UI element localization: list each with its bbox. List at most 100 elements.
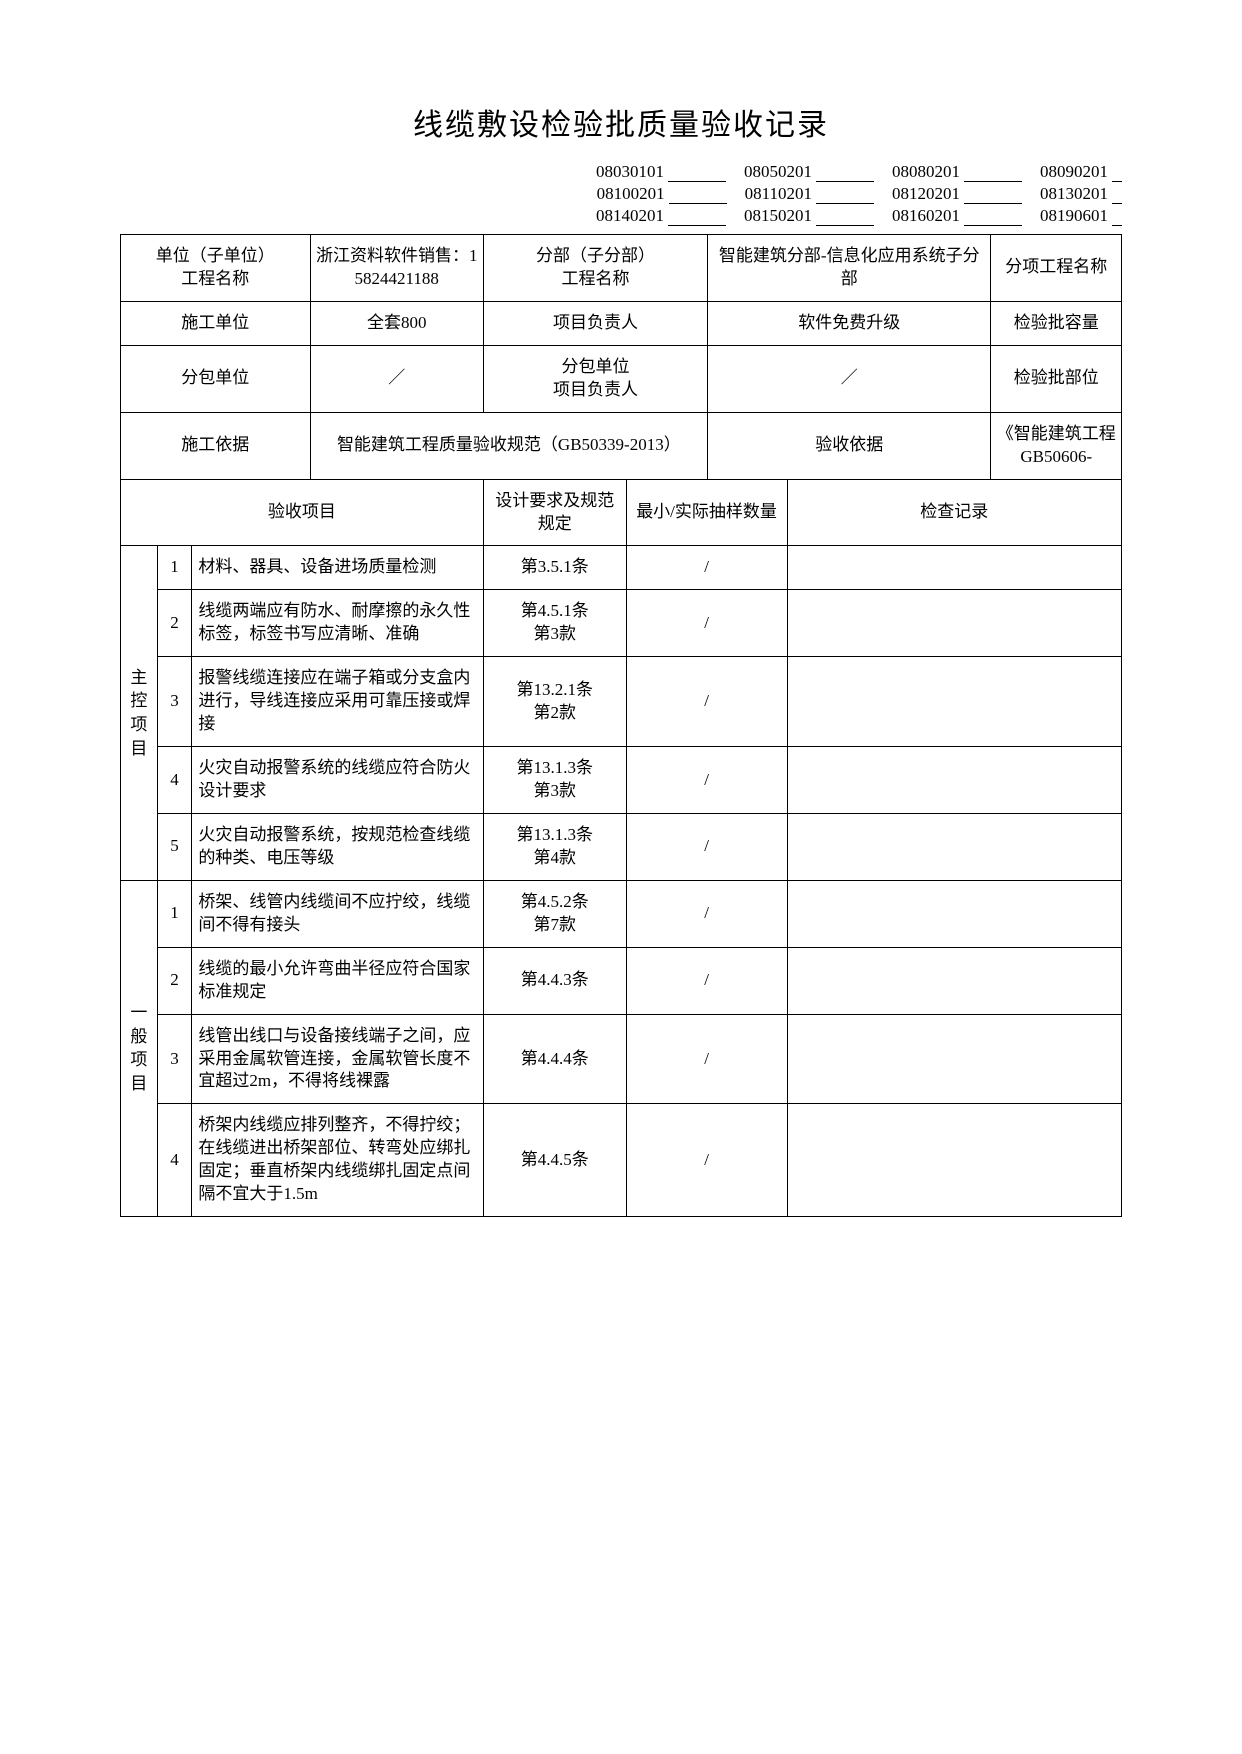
code-blank	[1112, 206, 1122, 226]
item-spec: 第13.1.3条 第3款	[483, 747, 626, 814]
item-num: 5	[157, 813, 192, 880]
item-sample: /	[626, 880, 787, 947]
item-num: 4	[157, 1104, 192, 1217]
group-main: 主控项目	[121, 546, 158, 880]
code-2-1: 08100201	[597, 184, 665, 204]
batch-capacity-label: 检验批容量	[991, 301, 1122, 345]
item-spec: 第4.5.2条 第7款	[483, 880, 626, 947]
item-sample: /	[626, 1104, 787, 1217]
code-row-3: 08140201 08150201 08160201 08190601	[596, 206, 1122, 226]
item-spec: 第4.4.4条	[483, 1014, 626, 1104]
item-desc: 线缆的最小允许弯曲半径应符合国家标准规定	[192, 947, 484, 1014]
code-row-2: 08100201 08110201 08120201 08130201	[597, 184, 1122, 204]
item-sample: /	[626, 1014, 787, 1104]
item-record	[787, 590, 1121, 657]
item-sample: /	[626, 747, 787, 814]
item-spec: 第13.1.3条 第4款	[483, 813, 626, 880]
item-num: 1	[157, 880, 192, 947]
code-3-4: 08190601	[1040, 206, 1108, 226]
item-spec: 第4.5.1条 第3款	[483, 590, 626, 657]
table-row: 3 报警线缆连接应在端子箱或分支盒内进行，导线连接应采用可靠压接或焊接 第13.…	[121, 657, 1122, 747]
col-check-record: 检查记录	[787, 479, 1121, 546]
item-record	[787, 1104, 1121, 1217]
document-title: 线缆敷设检验批质量验收记录	[120, 100, 1122, 144]
construction-basis-value: 智能建筑工程质量验收规范（GB50339-2013）	[310, 412, 707, 479]
subcontract-unit-value: ／	[310, 345, 483, 412]
item-num: 1	[157, 546, 192, 590]
header-row-1: 单位（子单位） 工程名称 浙江资料软件销售：15824421188 分部（子分部…	[121, 235, 1122, 302]
header-row-2: 施工单位 全套800 项目负责人 软件免费升级 检验批容量	[121, 301, 1122, 345]
acceptance-basis-value: 《智能建筑工程 GB50606-	[991, 412, 1122, 479]
project-leader-label: 项目负责人	[483, 301, 707, 345]
item-sample: /	[626, 546, 787, 590]
code-blank	[669, 184, 727, 204]
subdivision-name-value: 智能建筑分部-信息化应用系统子分部	[708, 235, 991, 302]
col-sample-qty: 最小/实际抽样数量	[626, 479, 787, 546]
item-desc: 报警线缆连接应在端子箱或分支盒内进行，导线连接应采用可靠压接或焊接	[192, 657, 484, 747]
subdivision-name-label: 分部（子分部） 工程名称	[483, 235, 707, 302]
item-record	[787, 1014, 1121, 1104]
item-sample: /	[626, 657, 787, 747]
item-desc: 线管出线口与设备接线端子之间，应采用金属软管连接，金属软管长度不宜超过2m，不得…	[192, 1014, 484, 1104]
code-blank	[816, 162, 874, 182]
code-blank	[816, 206, 874, 226]
item-sample: /	[626, 813, 787, 880]
codes-block: 08030101 08050201 08080201 08090201 0810…	[120, 162, 1122, 226]
item-desc: 火灾自动报警系统的线缆应符合防火设计要求	[192, 747, 484, 814]
item-record	[787, 747, 1121, 814]
table-row: 一般项目 1 桥架、线管内线缆间不应拧绞，线缆间不得有接头 第4.5.2条 第7…	[121, 880, 1122, 947]
code-2-2: 08110201	[745, 184, 812, 204]
group-general: 一般项目	[121, 880, 158, 1216]
item-spec: 第13.2.1条 第2款	[483, 657, 626, 747]
subitem-project-name-label: 分项工程名称	[991, 235, 1122, 302]
item-spec: 第4.4.3条	[483, 947, 626, 1014]
item-desc: 火灾自动报警系统，按规范检查线缆的种类、电压等级	[192, 813, 484, 880]
item-record	[787, 947, 1121, 1014]
item-desc: 材料、器具、设备进场质量检测	[192, 546, 484, 590]
item-desc: 桥架内线缆应排列整齐，不得拧绞；在线缆进出桥架部位、转弯处应绑扎固定；垂直桥架内…	[192, 1104, 484, 1217]
subcontract-leader-label: 分包单位 项目负责人	[483, 345, 707, 412]
item-num: 2	[157, 590, 192, 657]
table-row: 3 线管出线口与设备接线端子之间，应采用金属软管连接，金属软管长度不宜超过2m，…	[121, 1014, 1122, 1104]
batch-part-label: 检验批部位	[991, 345, 1122, 412]
code-3-3: 08160201	[892, 206, 960, 226]
code-blank	[668, 206, 726, 226]
table-row: 主控项目 1 材料、器具、设备进场质量检测 第3.5.1条 /	[121, 546, 1122, 590]
code-1-3: 08080201	[892, 162, 960, 182]
code-blank	[964, 184, 1022, 204]
table-row: 5 火灾自动报警系统，按规范检查线缆的种类、电压等级 第13.1.3条 第4款 …	[121, 813, 1122, 880]
code-1-1: 08030101	[596, 162, 664, 182]
code-3-2: 08150201	[744, 206, 812, 226]
col-design-req: 设计要求及规范规定	[483, 479, 626, 546]
construction-unit-label: 施工单位	[121, 301, 311, 345]
item-record	[787, 657, 1121, 747]
code-blank	[1112, 184, 1122, 204]
code-blank	[816, 184, 874, 204]
acceptance-basis-label: 验收依据	[708, 412, 991, 479]
table-row: 4 火灾自动报警系统的线缆应符合防火设计要求 第13.1.3条 第3款 /	[121, 747, 1122, 814]
item-record	[787, 880, 1121, 947]
item-record	[787, 546, 1121, 590]
item-num: 3	[157, 657, 192, 747]
construction-basis-label: 施工依据	[121, 412, 311, 479]
code-row-1: 08030101 08050201 08080201 08090201	[596, 162, 1122, 182]
column-header-row: 验收项目 设计要求及规范规定 最小/实际抽样数量 检查记录	[121, 479, 1122, 546]
item-num: 2	[157, 947, 192, 1014]
col-inspection-item: 验收项目	[121, 479, 484, 546]
item-spec: 第4.4.5条	[483, 1104, 626, 1217]
item-desc: 桥架、线管内线缆间不应拧绞，线缆间不得有接头	[192, 880, 484, 947]
item-spec: 第3.5.1条	[483, 546, 626, 590]
code-blank	[964, 162, 1022, 182]
code-blank	[1112, 162, 1122, 182]
unit-project-name-value: 浙江资料软件销售：15824421188	[310, 235, 483, 302]
code-3-1: 08140201	[596, 206, 664, 226]
header-row-4: 施工依据 智能建筑工程质量验收规范（GB50339-2013） 验收依据 《智能…	[121, 412, 1122, 479]
item-sample: /	[626, 590, 787, 657]
item-sample: /	[626, 947, 787, 1014]
inspection-table: 单位（子单位） 工程名称 浙江资料软件销售：15824421188 分部（子分部…	[120, 234, 1122, 1217]
code-1-4: 08090201	[1040, 162, 1108, 182]
unit-project-name-label: 单位（子单位） 工程名称	[121, 235, 311, 302]
item-desc: 线缆两端应有防水、耐摩擦的永久性标签，标签书写应清晰、准确	[192, 590, 484, 657]
table-row: 4 桥架内线缆应排列整齐，不得拧绞；在线缆进出桥架部位、转弯处应绑扎固定；垂直桥…	[121, 1104, 1122, 1217]
code-2-4: 08130201	[1040, 184, 1108, 204]
